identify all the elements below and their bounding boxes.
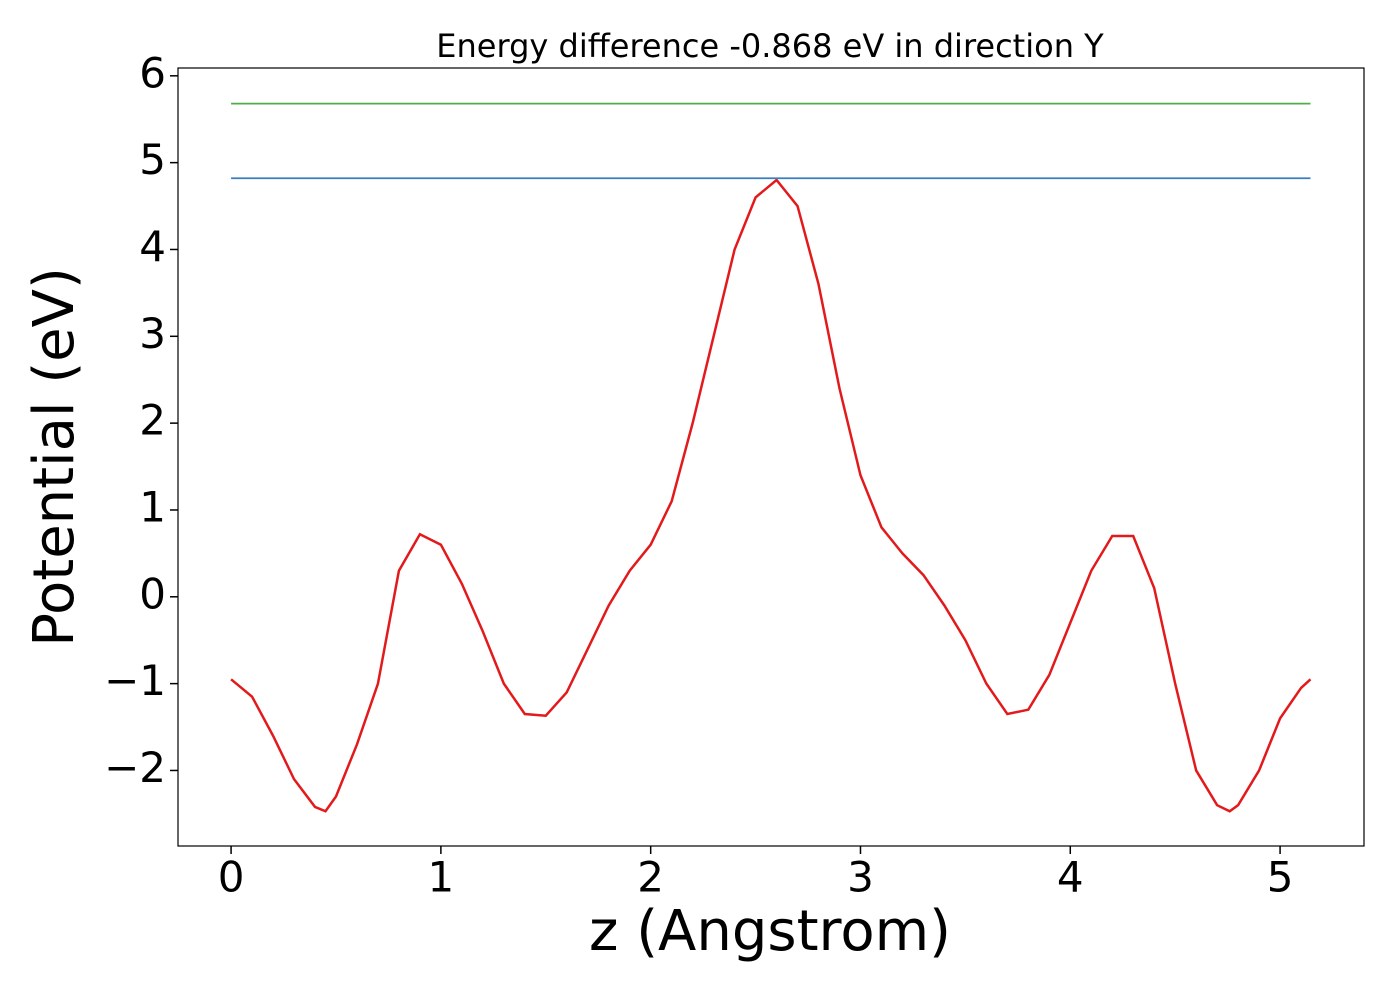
y-tick-label: 5 <box>139 135 166 184</box>
y-tick-label: 1 <box>139 482 166 531</box>
line-series <box>230 178 1312 813</box>
y-tick-label: 6 <box>139 48 166 97</box>
plot-frame <box>177 67 1365 847</box>
y-tick-label: 2 <box>139 396 166 445</box>
x-tick-label: 0 <box>218 853 245 902</box>
y-tick-label: 3 <box>139 309 166 358</box>
x-tick-label: 3 <box>847 853 874 902</box>
x-tick-label: 2 <box>637 853 664 902</box>
y-tick-label: −1 <box>104 656 166 705</box>
x-tick-label: 1 <box>428 853 455 902</box>
x-tick-label: 4 <box>1057 853 1084 902</box>
y-tick-label: −2 <box>104 743 166 792</box>
y-tick-label: 0 <box>139 569 166 618</box>
x-tick-label: 5 <box>1267 853 1294 902</box>
y-tick-label: 4 <box>139 222 166 271</box>
x-axis-label: z (Angstrom) <box>589 899 951 964</box>
y-axis-label: Potential (eV) <box>22 267 87 647</box>
chart-title: Energy difference -0.868 eV in direction… <box>436 27 1104 65</box>
